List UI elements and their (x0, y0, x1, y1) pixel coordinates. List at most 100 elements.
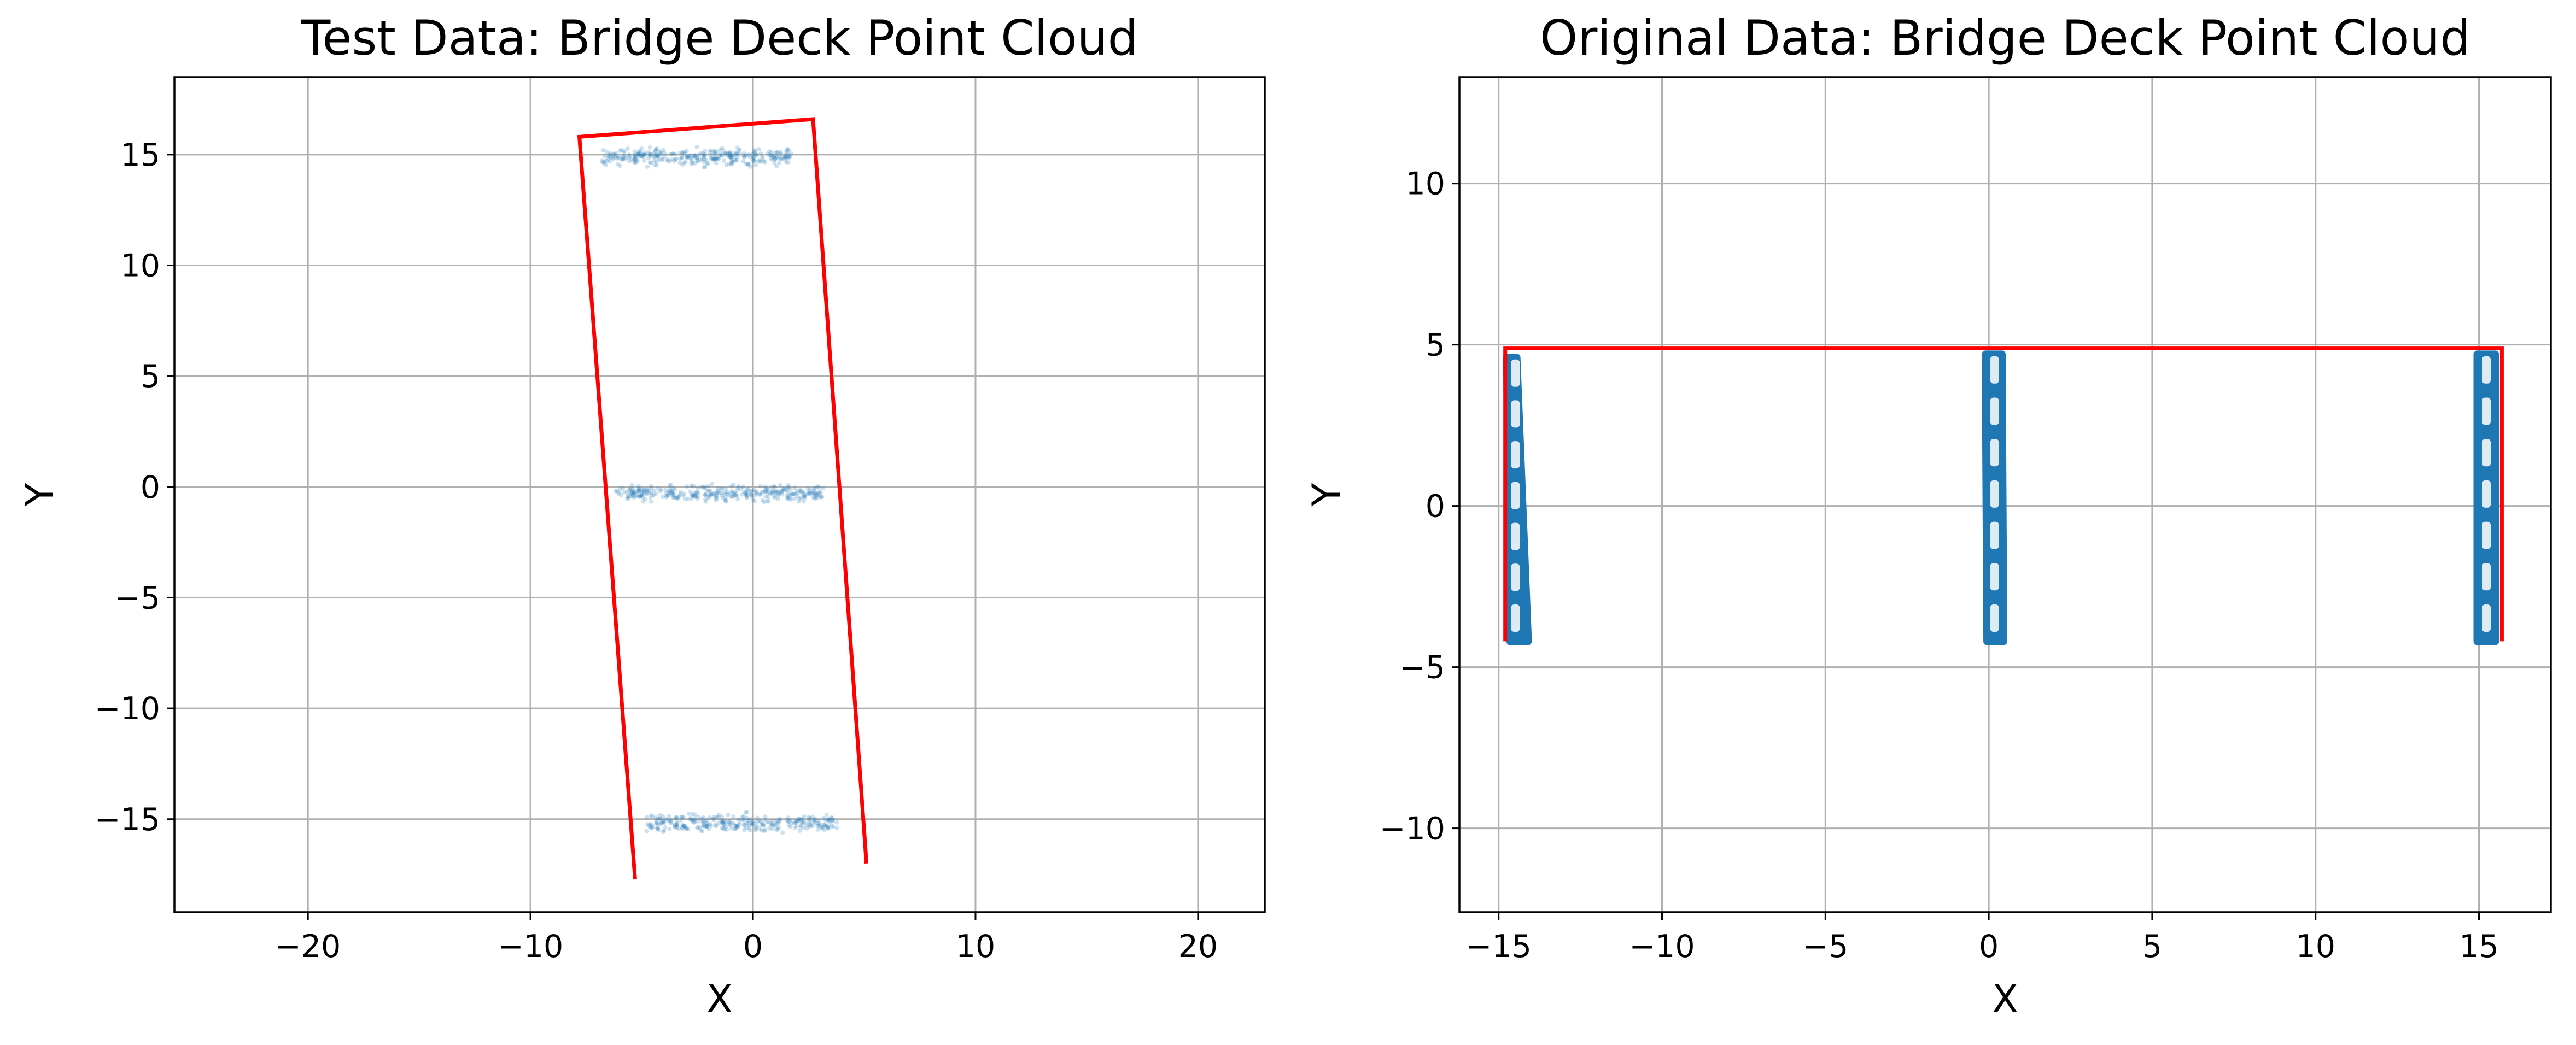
data-point (630, 492, 635, 497)
data-point (651, 151, 656, 156)
data-point (815, 492, 820, 497)
data-point (746, 821, 751, 826)
data-point (778, 150, 783, 155)
data-point (830, 815, 834, 820)
data-point (704, 157, 709, 162)
data-point (746, 152, 751, 157)
data-point (809, 821, 814, 826)
data-point (685, 484, 689, 489)
data-point (791, 491, 796, 496)
data-point (696, 815, 701, 820)
data-point (785, 494, 790, 498)
data-point (784, 160, 788, 165)
data-point (821, 486, 826, 491)
data-point (741, 151, 746, 156)
data-point (701, 153, 706, 158)
data-point (632, 153, 637, 157)
data-point (787, 823, 792, 827)
data-point (723, 824, 728, 829)
data-point (723, 499, 728, 504)
data-point (715, 489, 720, 494)
data-point (670, 493, 675, 498)
band-gap (1511, 359, 1520, 387)
data-point (642, 152, 647, 157)
y-tick-label: −10 (95, 691, 160, 727)
data-point (726, 812, 731, 817)
band-gap (2482, 480, 2491, 508)
data-point (642, 158, 647, 163)
data-point (660, 495, 665, 500)
data-point (661, 830, 665, 834)
data-point (773, 485, 777, 490)
data-point (817, 820, 822, 825)
data-point (749, 493, 754, 498)
data-point (669, 490, 674, 495)
data-point (667, 814, 671, 819)
data-point (798, 824, 803, 829)
data-point (618, 486, 623, 491)
data-point (752, 150, 757, 155)
data-point (654, 154, 659, 159)
data-point (830, 824, 834, 829)
data-point (799, 818, 804, 823)
data-point (664, 493, 669, 498)
data-point (729, 155, 733, 160)
data-point (645, 491, 650, 496)
data-point (728, 823, 733, 827)
data-point (744, 493, 749, 498)
data-point (750, 821, 755, 826)
data-point (763, 817, 768, 822)
data-point (681, 815, 686, 820)
data-point (633, 156, 638, 161)
data-point (711, 815, 716, 819)
data-point (691, 154, 696, 159)
data-point (652, 158, 657, 163)
data-point (693, 153, 698, 158)
data-point (664, 491, 669, 496)
data-point (621, 486, 626, 491)
test-grid (174, 77, 1265, 912)
data-point (632, 490, 636, 495)
data-point (766, 151, 770, 156)
data-point (703, 492, 708, 497)
data-point (686, 811, 691, 816)
data-point (680, 155, 685, 160)
data-point (708, 148, 712, 153)
data-point (619, 148, 624, 152)
data-point (734, 824, 739, 829)
data-point (790, 492, 795, 497)
data-point (700, 824, 705, 829)
data-point (654, 819, 659, 824)
data-point (692, 818, 697, 823)
data-point (808, 815, 813, 820)
data-point (733, 492, 738, 497)
data-point (785, 818, 789, 823)
data-point (648, 821, 653, 826)
data-point (612, 155, 617, 160)
data-point (724, 162, 729, 167)
data-point (834, 826, 839, 831)
data-point (763, 486, 768, 491)
data-point (810, 491, 815, 496)
data-point (756, 159, 761, 164)
data-point (666, 489, 671, 494)
data-point (699, 819, 704, 824)
data-point (778, 490, 782, 495)
data-point (827, 817, 832, 822)
data-point (786, 148, 791, 152)
data-point (654, 821, 659, 826)
data-point (785, 490, 790, 495)
data-point (694, 490, 699, 495)
data-point (716, 156, 721, 161)
data-point (813, 490, 817, 495)
data-point (641, 490, 646, 495)
data-point (747, 823, 752, 828)
data-point (820, 495, 825, 500)
data-point (705, 161, 710, 166)
data-point (679, 815, 684, 820)
data-point (767, 149, 772, 154)
data-point (688, 489, 693, 494)
data-point (695, 819, 700, 824)
data-point (817, 495, 822, 500)
data-point (746, 819, 751, 824)
